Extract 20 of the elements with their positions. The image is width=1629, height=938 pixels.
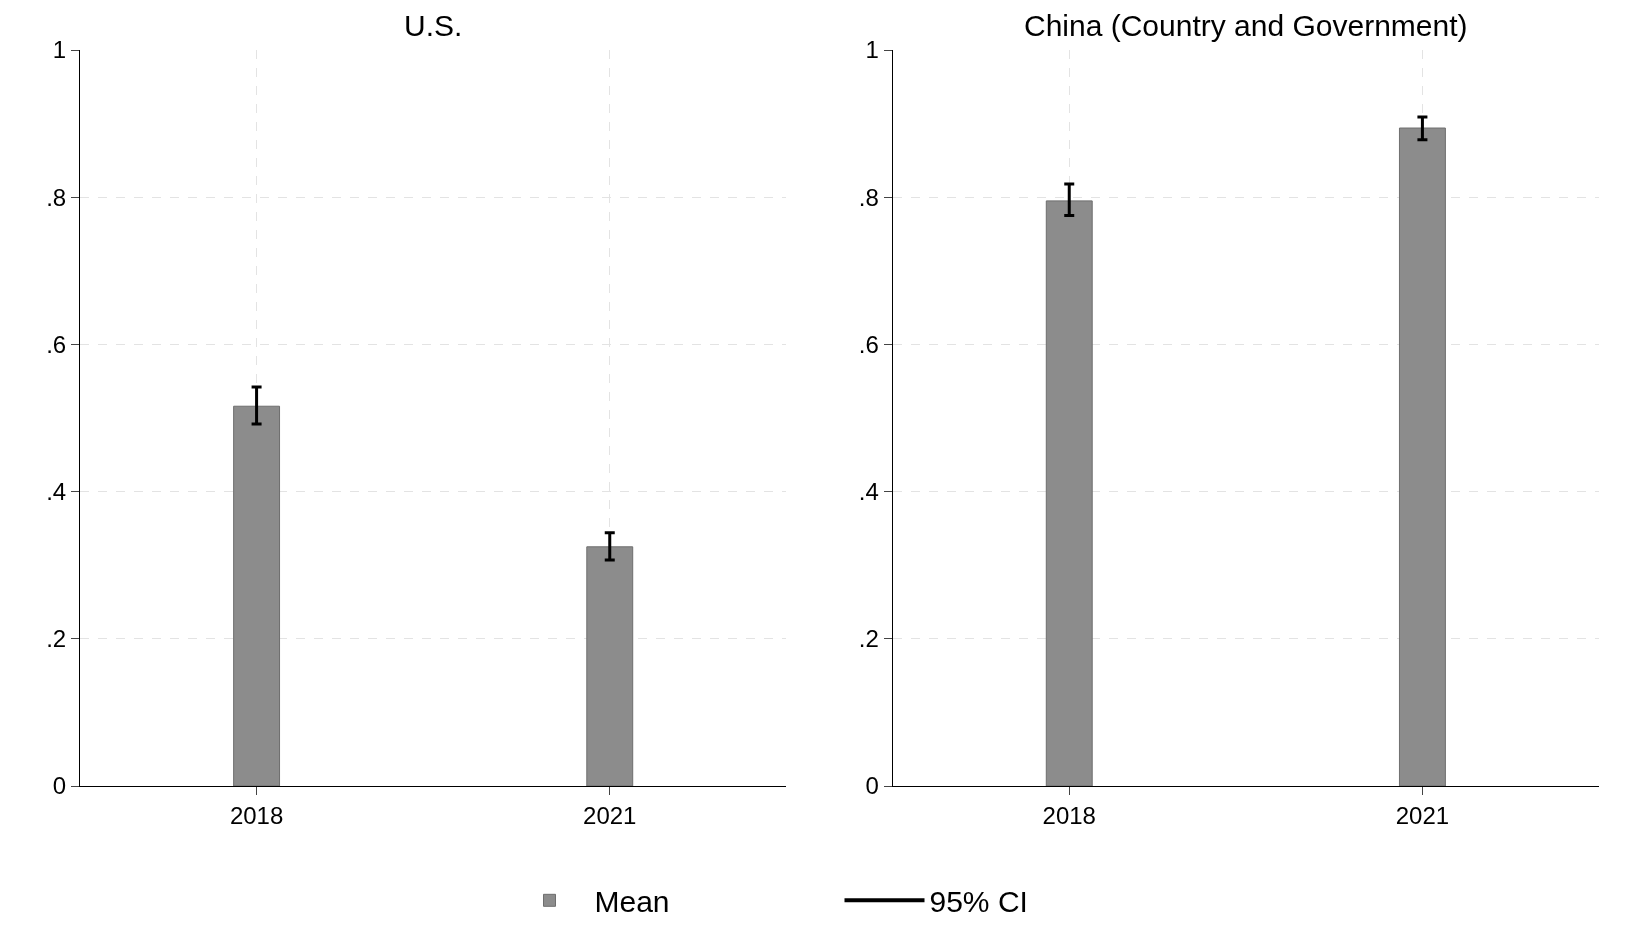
y-tick-label: .4 [46, 478, 67, 505]
x-tick-label: 2018 [229, 801, 284, 829]
y-tick-label: .4 [858, 478, 879, 505]
y-tick-label: .2 [46, 625, 67, 653]
y-tick-label: .8 [858, 183, 879, 211]
y-tick-label: .6 [46, 330, 67, 358]
x-tick-label: 2021 [1395, 801, 1450, 829]
y-tick-label: 1 [52, 36, 67, 64]
y-tick-label: 1 [865, 36, 879, 64]
x-tick-label: 2021 [583, 801, 637, 829]
legend-label: Mean [594, 885, 670, 919]
y-tick-label: .6 [858, 330, 879, 358]
y-tick-label: 0 [865, 772, 879, 800]
chart-title: U.S. [404, 9, 463, 42]
y-tick-label: .2 [858, 625, 879, 653]
chart-title: China (Country and Government) [1024, 9, 1468, 42]
text: 95% CI [929, 885, 1028, 919]
y-tick-label: .8 [46, 183, 67, 211]
y-tick-label: 0 [52, 772, 67, 800]
x-tick-label: 2018 [1042, 801, 1096, 829]
